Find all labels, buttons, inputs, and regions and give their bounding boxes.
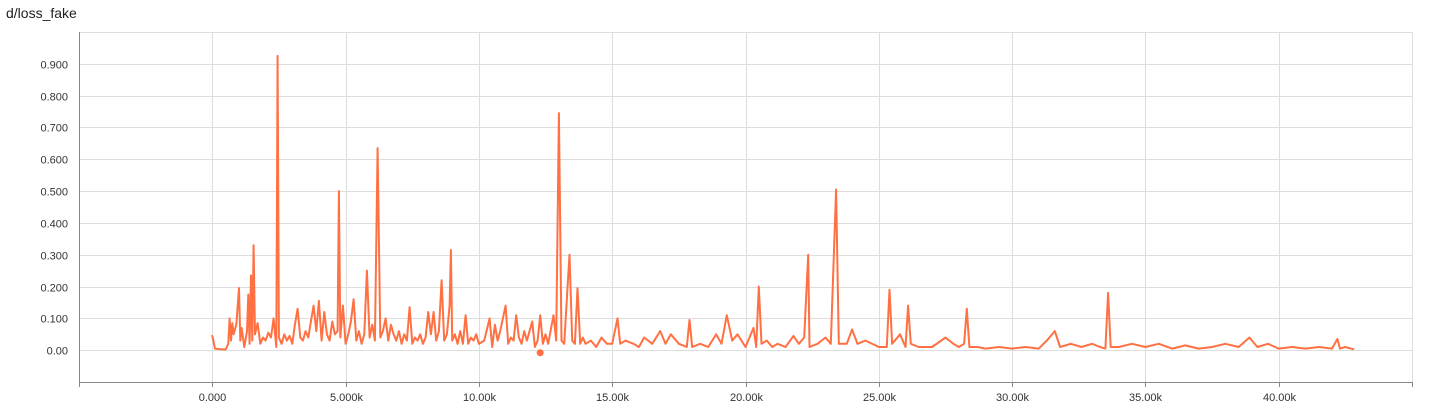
axes <box>79 32 1413 387</box>
hover-marker <box>536 349 544 357</box>
x-tick-label: 0.000 <box>199 392 227 404</box>
y-tick-label: 0.200 <box>40 283 68 295</box>
y-tick-label: 0.100 <box>40 314 68 326</box>
x-tick-label: 5.000k <box>330 392 364 404</box>
x-tick-label: 20.00k <box>730 392 764 404</box>
x-tick-label: 25.00k <box>863 392 897 404</box>
y-tick-label: 0.600 <box>40 155 68 167</box>
x-tick-label: 35.00k <box>1129 392 1163 404</box>
y-tick-labels: 0.00 0.100 0.200 0.300 0.400 0.500 0.600 0.700 0… <box>40 60 68 358</box>
y-tick-label: 0.00 <box>47 346 68 358</box>
series-line <box>211 54 1355 351</box>
y-tick-label: 0.900 <box>40 60 68 72</box>
x-tick-labels: 0.000 5.000k 10.00k 15.00k 20.00k 25.00k 30.00… <box>199 392 1297 404</box>
x-tick-label: 40.00k <box>1263 392 1297 404</box>
series <box>211 54 1355 357</box>
y-tick-label: 0.400 <box>40 219 68 231</box>
x-tick-label: 10.00k <box>463 392 497 404</box>
grid <box>79 32 1413 382</box>
x-tick-label: 15.00k <box>596 392 630 404</box>
y-tick-label: 0.300 <box>40 251 68 263</box>
chart-title: d/loss_fake <box>6 5 77 21</box>
x-tick-label: 30.00k <box>996 392 1030 404</box>
y-tick-label: 0.500 <box>40 187 68 199</box>
y-tick-label: 0.700 <box>40 123 68 135</box>
y-tick-label: 0.800 <box>40 92 68 104</box>
